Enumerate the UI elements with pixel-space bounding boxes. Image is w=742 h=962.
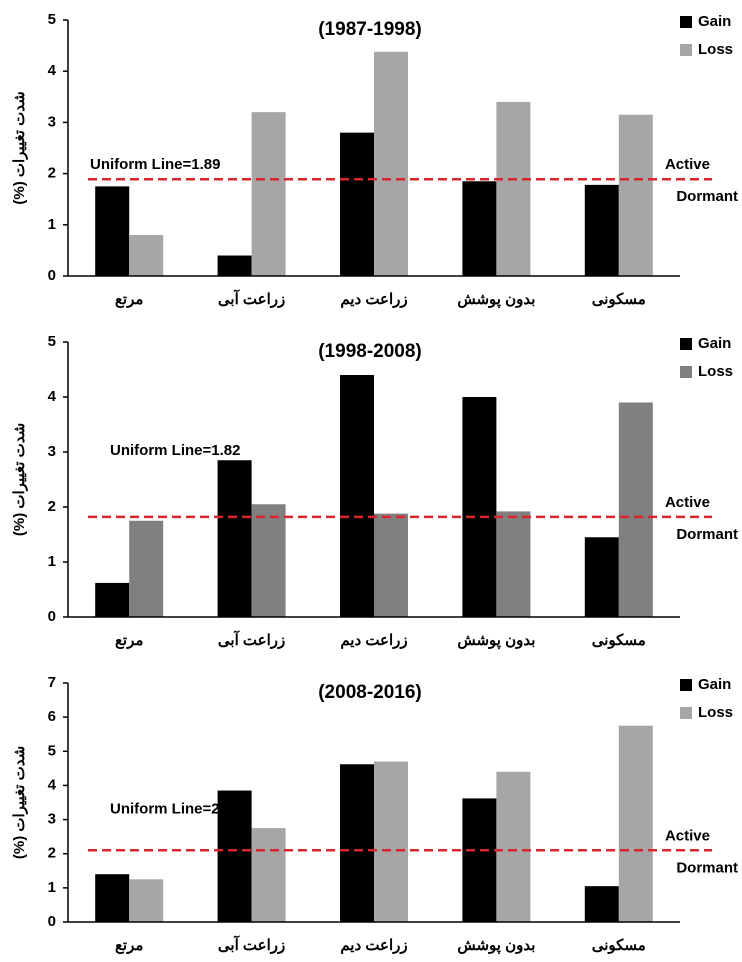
y-tick-label: 7 — [48, 674, 56, 691]
y-tick-label: 2 — [48, 498, 56, 515]
bar — [340, 375, 374, 617]
annotation: Uniform Line=1.89 — [90, 156, 220, 173]
bar — [95, 874, 130, 922]
bar — [217, 255, 252, 276]
x-tick-label: زراعت آبی — [218, 935, 285, 954]
y-tick-label: 5 — [48, 333, 56, 350]
x-tick-label: بدون پوشش — [457, 632, 535, 650]
bar — [462, 798, 497, 922]
y-tick-label: 5 — [48, 742, 56, 759]
dormant-label: Dormant — [676, 526, 738, 543]
y-tick-label: 2 — [48, 165, 56, 182]
active-label: Active — [665, 494, 710, 511]
bar — [129, 879, 164, 922]
y-axis-label: (%) شدت تغییرات — [11, 91, 28, 204]
bar — [618, 114, 653, 276]
x-tick-label: بدون پوشش — [457, 291, 535, 309]
bar — [129, 235, 164, 276]
legend-swatch — [680, 366, 692, 378]
legend-swatch — [680, 16, 692, 28]
y-tick-label: 0 — [48, 608, 56, 625]
x-tick-label: زراعت دیم — [340, 937, 407, 954]
y-axis-label: (%) شدت تغییرات — [11, 423, 28, 536]
legend-label: Loss — [698, 41, 733, 58]
y-tick-label: 3 — [48, 811, 56, 828]
x-tick-label: مرتع — [115, 632, 143, 649]
bar — [462, 181, 497, 276]
x-tick-label: مسکونی — [592, 632, 646, 649]
y-tick-label: 3 — [48, 113, 56, 130]
y-tick-label: 4 — [48, 388, 57, 405]
bar — [251, 112, 286, 276]
y-tick-label: 5 — [48, 11, 56, 28]
bar — [129, 520, 164, 617]
x-tick-label: زراعت دیم — [340, 291, 407, 308]
bar — [95, 582, 130, 617]
chart-title: (1987-1998) — [318, 19, 422, 40]
active-label: Active — [665, 827, 710, 844]
annotation: Uniform Line=2.10 — [110, 800, 240, 817]
bar — [374, 761, 408, 922]
legend-label: Loss — [698, 704, 733, 721]
y-tick-label: 1 — [48, 553, 56, 570]
bar — [496, 101, 531, 276]
bar — [496, 771, 531, 922]
bar — [618, 402, 653, 617]
bar — [340, 132, 374, 276]
y-tick-label: 0 — [48, 267, 56, 284]
bar — [584, 184, 619, 276]
bar — [618, 725, 653, 922]
bar — [217, 790, 252, 922]
bar — [340, 764, 374, 922]
y-tick-label: 0 — [48, 913, 56, 930]
x-tick-label: زراعت دیم — [340, 632, 407, 649]
dormant-label: Dormant — [676, 859, 738, 876]
y-tick-label: 4 — [48, 62, 57, 79]
legend-label: Gain — [698, 13, 731, 30]
bar — [584, 537, 619, 617]
x-tick-label: مسکونی — [592, 937, 646, 954]
x-tick-label: بدون پوشش — [457, 937, 535, 955]
bar — [374, 513, 408, 617]
x-tick-label: زراعت آبی — [218, 289, 285, 308]
x-tick-label: مسکونی — [592, 291, 646, 308]
bar — [217, 460, 252, 617]
y-tick-label: 4 — [48, 776, 57, 793]
bar — [251, 504, 286, 617]
y-axis-label: (%) شدت تغییرات — [11, 746, 28, 859]
legend-swatch — [680, 44, 692, 56]
bar — [374, 51, 408, 276]
annotation: Uniform Line=1.82 — [110, 442, 240, 459]
bar — [95, 186, 130, 276]
chart-title: (1998-2008) — [318, 341, 422, 362]
bar — [251, 828, 286, 922]
dormant-label: Dormant — [676, 188, 738, 205]
bar — [496, 511, 531, 617]
y-tick-label: 1 — [48, 879, 56, 896]
legend-label: Gain — [698, 335, 731, 352]
x-tick-label: زراعت آبی — [218, 630, 285, 649]
bar — [462, 397, 497, 617]
chart-title: (2008-2016) — [318, 682, 422, 703]
y-tick-label: 1 — [48, 216, 56, 233]
legend-swatch — [680, 338, 692, 350]
bar — [584, 886, 619, 922]
legend-label: Loss — [698, 363, 733, 380]
x-tick-label: مرتع — [115, 937, 143, 954]
y-tick-label: 3 — [48, 443, 56, 460]
x-tick-label: مرتع — [115, 291, 143, 308]
active-label: Active — [665, 156, 710, 173]
legend-swatch — [680, 707, 692, 719]
y-tick-label: 2 — [48, 845, 56, 862]
legend-swatch — [680, 679, 692, 691]
y-tick-label: 6 — [48, 708, 56, 725]
legend-label: Gain — [698, 676, 731, 693]
